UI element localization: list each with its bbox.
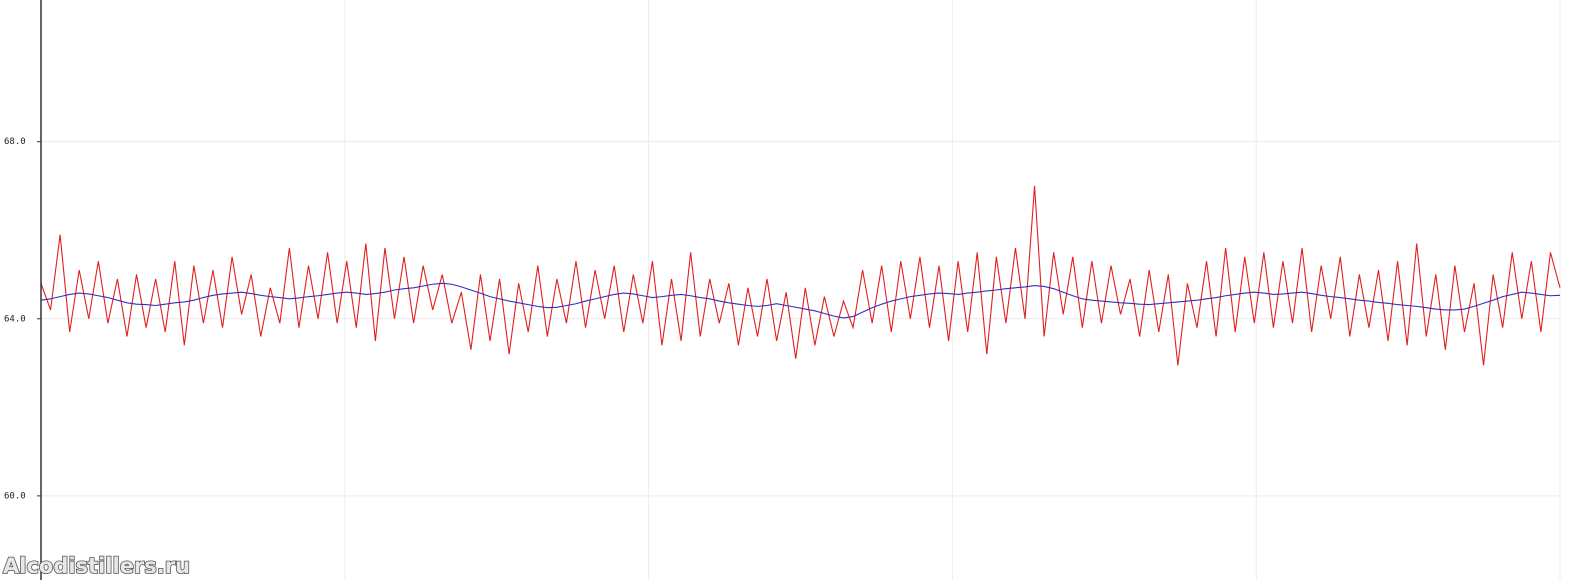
y-tick-label: 60.0 — [4, 491, 26, 501]
plot — [40, 185, 1561, 366]
y-tick-label: 64.0 — [4, 314, 26, 324]
grid — [41, 0, 1561, 580]
y-ticks: 60.0 64.0 68.0 — [4, 137, 41, 501]
watermark: Alcodistillers.ru — [3, 554, 190, 578]
series-line — [40, 185, 1561, 366]
series-line — [40, 282, 1561, 319]
y-tick-label: 68.0 — [4, 137, 26, 147]
